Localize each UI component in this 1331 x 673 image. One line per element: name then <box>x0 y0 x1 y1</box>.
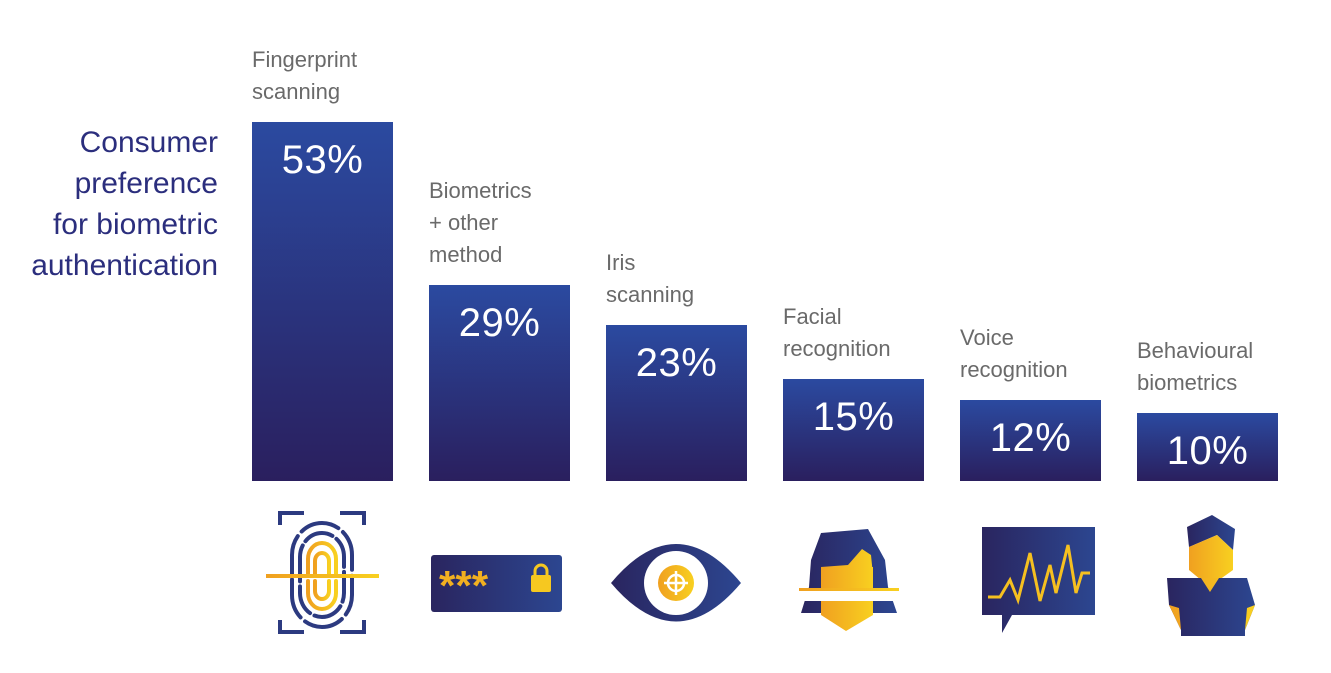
fingerprint-icon <box>266 511 379 634</box>
bar: 29% <box>429 284 570 481</box>
bar: 12% <box>960 399 1101 481</box>
person-icon <box>1167 515 1255 636</box>
value-label: 53% <box>281 138 364 182</box>
bar-column: Iris scanning 23% <box>606 0 747 673</box>
eye-icon <box>611 544 741 622</box>
face-scan-icon <box>799 529 899 631</box>
bar-column: Fingerprint scanning 53% <box>252 0 393 673</box>
chart-title: Consumer preference for biometric authen… <box>31 126 218 282</box>
category-label: Biometrics + other method <box>429 177 532 267</box>
bar-column: Facial recognition 15% <box>783 0 924 673</box>
bar: 53% <box>252 122 393 481</box>
bar: 15% <box>783 379 924 481</box>
category-label: Voice recognition <box>960 324 1068 382</box>
value-label: 10% <box>1166 429 1249 474</box>
value-label: 29% <box>458 300 541 345</box>
svg-text:***: *** <box>439 562 489 609</box>
category-label: Fingerprint scanning <box>252 47 358 104</box>
bar: 10% <box>1137 413 1278 481</box>
category-label: Facial recognition <box>783 304 891 362</box>
value-label: 12% <box>989 415 1072 460</box>
value-label: 15% <box>812 395 895 440</box>
password-lock-icon: *** <box>431 555 562 612</box>
voice-wave-icon <box>982 527 1095 633</box>
bar-column: Behavioural biometrics 10% <box>1137 0 1278 673</box>
bar-column: Biometrics + other method 29% *** <box>429 0 570 673</box>
bar: 23% <box>606 325 747 481</box>
category-label: Behavioural biometrics <box>1137 338 1254 396</box>
bar-column: Voice recognition 12% <box>960 0 1101 673</box>
category-label: Iris scanning <box>606 250 695 308</box>
value-label: 23% <box>635 341 718 386</box>
